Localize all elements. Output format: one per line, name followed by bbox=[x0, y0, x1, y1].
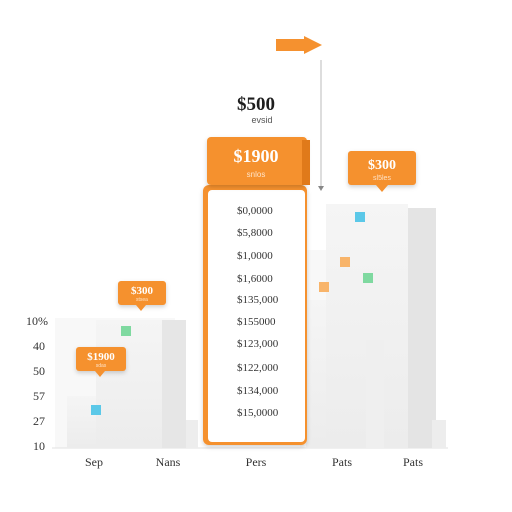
category-label: Pats bbox=[332, 455, 352, 469]
y-tick-label: 10% bbox=[26, 314, 48, 328]
callout-box bbox=[76, 347, 126, 371]
marker-green bbox=[121, 326, 131, 336]
category-label: Sep bbox=[85, 455, 103, 469]
callout-pointer bbox=[95, 371, 105, 377]
callout-sub: snlos bbox=[247, 170, 266, 179]
bar-side bbox=[162, 320, 186, 448]
callout-main: $1900 snlos bbox=[207, 137, 310, 185]
callout-box bbox=[348, 151, 416, 185]
x-axis: Sep Nans Pers Pats Pats bbox=[85, 455, 423, 469]
list-value: $1,6000 bbox=[237, 273, 273, 285]
callout-box-side bbox=[302, 140, 310, 185]
list-value: $135,000 bbox=[237, 294, 279, 306]
callout-amount: $1900 bbox=[87, 351, 115, 363]
callout-right: $300 sl5les bbox=[348, 151, 416, 192]
bar-side bbox=[408, 208, 436, 448]
y-axis: 10% 40 50 57 27 10 bbox=[26, 314, 48, 453]
list-value: $123,000 bbox=[237, 338, 279, 350]
callout-sub: sl5les bbox=[373, 175, 391, 182]
marker-orange bbox=[340, 257, 350, 267]
list-value: $1,0000 bbox=[237, 250, 273, 262]
y-tick-label: 50 bbox=[33, 364, 45, 378]
y-tick-label: 57 bbox=[33, 389, 45, 403]
callout-box bbox=[118, 281, 166, 305]
list-value: $5,8000 bbox=[237, 227, 273, 239]
callout-sub: sdas bbox=[96, 363, 107, 369]
y-tick-label: 10 bbox=[33, 439, 45, 453]
markers bbox=[91, 212, 373, 415]
trend-arrow bbox=[276, 36, 324, 191]
category-label: Pers bbox=[246, 455, 267, 469]
guide-arrowhead bbox=[318, 186, 324, 191]
list-value: $134,000 bbox=[237, 385, 279, 397]
category-label: Pats bbox=[403, 455, 423, 469]
callout-pointer bbox=[376, 185, 388, 192]
bar-face bbox=[186, 420, 198, 448]
callout-left-lower: $1900 sdas bbox=[76, 347, 126, 377]
marker-green bbox=[363, 273, 373, 283]
value-list-panel: $0,0000 $5,8000 $1,0000 $1,6000 $135,000… bbox=[203, 185, 307, 445]
marker-blue bbox=[355, 212, 365, 222]
top-amount: $500 evsid bbox=[237, 94, 275, 125]
bars bbox=[67, 204, 446, 448]
callout-sub: stsea bbox=[136, 297, 148, 303]
arrow-icon bbox=[304, 36, 322, 54]
y-tick-label: 27 bbox=[33, 414, 45, 428]
callout-pointer bbox=[136, 305, 146, 311]
y-tick-label: 40 bbox=[33, 339, 45, 353]
list-value: $15,0000 bbox=[237, 407, 279, 419]
marker-blue bbox=[91, 405, 101, 415]
list-value: $155000 bbox=[237, 316, 276, 328]
top-amount-value: $500 bbox=[237, 94, 275, 115]
bar-face bbox=[366, 340, 384, 448]
panel-body bbox=[208, 190, 305, 442]
callout-box bbox=[207, 137, 307, 185]
callout-amount: $300 bbox=[131, 285, 154, 297]
bar-face bbox=[432, 420, 446, 448]
marker-orange bbox=[319, 282, 329, 292]
category-label: Nans bbox=[156, 455, 181, 469]
callout-amount: $300 bbox=[368, 158, 396, 173]
callout-left-upper: $300 stsea bbox=[118, 281, 166, 311]
top-amount-sub: evsid bbox=[251, 115, 272, 125]
callout-amount: $1900 bbox=[234, 146, 279, 166]
bar-face bbox=[96, 320, 162, 448]
arrow-shaft bbox=[276, 39, 306, 51]
list-value: $0,0000 bbox=[237, 205, 273, 217]
list-value: $122,000 bbox=[237, 362, 279, 374]
